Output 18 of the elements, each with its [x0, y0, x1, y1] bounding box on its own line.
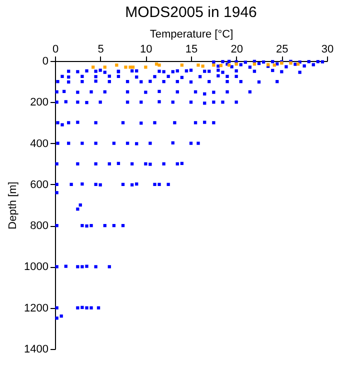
x-axis-title: Temperature [°C] — [150, 28, 234, 40]
x-tick-label: 0 — [52, 44, 59, 56]
y-tick-label: 400 — [30, 138, 48, 150]
y-tick-label: 200 — [30, 96, 48, 109]
x-tick-label: 30 — [321, 44, 334, 56]
y-tick-label: 0 — [42, 56, 48, 68]
x-tick-label: 20 — [230, 44, 243, 56]
x-tick-label: 25 — [276, 44, 288, 56]
y-axis-title: Depth [m] — [7, 182, 20, 230]
y-tick-label: 1000 — [24, 261, 48, 274]
y-tick-label: 1400 — [24, 344, 48, 356]
x-tick-label: 15 — [185, 44, 198, 56]
y-tick-label: 800 — [30, 220, 48, 232]
x-tick-label: 10 — [140, 44, 152, 56]
x-tick-label: 5 — [98, 44, 104, 56]
chart-title: MODS2005 in 1946 — [125, 4, 257, 21]
y-tick-label: 600 — [30, 178, 48, 191]
y-tick-label: 1200 — [24, 302, 48, 314]
